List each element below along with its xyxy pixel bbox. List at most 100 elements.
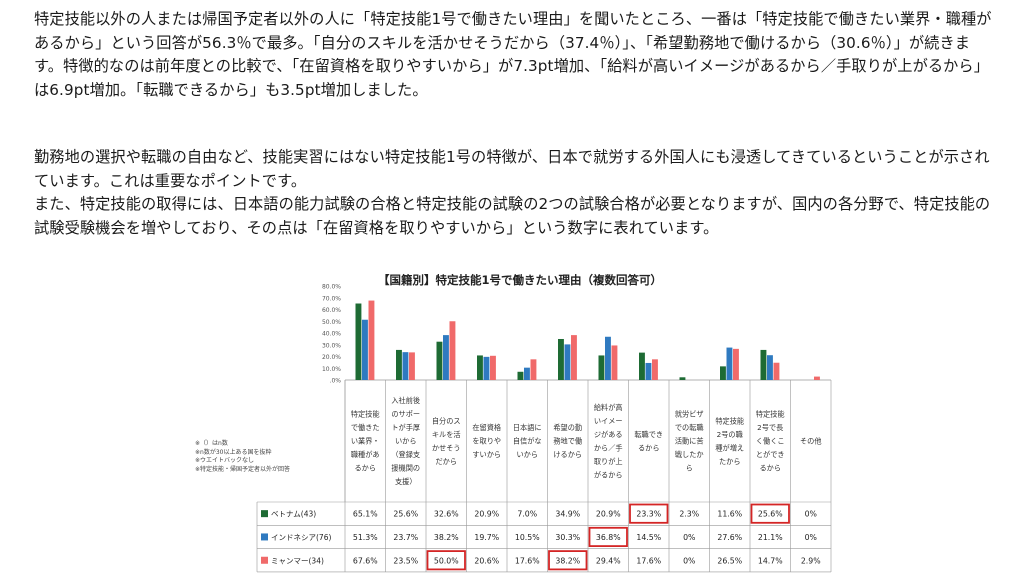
category-label: 取りが上 — [594, 457, 623, 466]
bar — [449, 321, 456, 380]
bar — [726, 347, 733, 380]
bar-chart: 80.0% 70.0% 60.0% 50.0% 40.0% 30.0% 20.0% 10.0%… — [256, 284, 832, 573]
category-label: 支援） — [395, 477, 417, 486]
data-label: 14.5% — [636, 533, 661, 542]
category-label: 希望の勤 — [553, 423, 582, 432]
category-label: で働きた — [351, 423, 380, 432]
highlight-box — [629, 503, 669, 524]
category-label: るから — [638, 443, 660, 452]
category-label: 職種があ — [351, 450, 380, 459]
bar — [477, 355, 483, 380]
bar — [571, 335, 577, 380]
category-label: 特定技能 — [756, 410, 785, 419]
legend-swatch — [261, 510, 268, 518]
bar — [767, 355, 773, 380]
y-tick-label: 40.0% — [322, 331, 341, 338]
data-label: 65.1% — [353, 510, 378, 519]
category-label: がるから — [594, 470, 623, 479]
data-label: 30.3% — [555, 533, 580, 542]
category-label: 在留資格 — [472, 423, 502, 432]
bar — [645, 362, 652, 380]
data-label: 0% — [805, 510, 817, 519]
y-tick-label: 20.0% — [322, 354, 341, 361]
category-label: とができ — [756, 450, 785, 459]
highlight-box — [426, 550, 466, 571]
y-tick-label: 70.0% — [322, 295, 341, 302]
data-label: 0% — [683, 556, 695, 565]
data-label: 11.6% — [717, 510, 742, 519]
bar — [362, 319, 368, 380]
category-label: キルを活 — [432, 430, 461, 439]
category-label: い業界・ — [351, 437, 380, 446]
category-label: その他 — [800, 437, 822, 446]
category-label: 務地で働 — [553, 437, 582, 446]
legend-label: ミャンマー(34) — [271, 556, 324, 565]
data-label: 25.6% — [758, 510, 783, 519]
category-label: のサポー — [391, 410, 420, 419]
category-label: 自信がな — [513, 437, 542, 446]
category-label: 日本語に — [513, 423, 542, 432]
category-label: 入社前後 — [391, 396, 420, 405]
category-label: たから — [719, 457, 741, 466]
data-label: 0% — [805, 533, 817, 542]
data-label: 38.2% — [555, 556, 580, 565]
chart-notes: ※（）はn数 ※n数が30以上ある国を抜粋 ※ウエイトバックなし ※特定技能・帰… — [195, 440, 290, 474]
data-label: 21.1% — [758, 533, 783, 542]
data-label: 23.7% — [393, 533, 418, 542]
note-line: ※（）はn数 — [195, 440, 228, 447]
data-label: 2.3% — [679, 510, 699, 519]
bar — [598, 355, 605, 380]
category-label: いから — [395, 437, 417, 446]
bar — [402, 352, 409, 380]
bar — [483, 356, 490, 380]
data-label: 67.6% — [353, 556, 378, 565]
analysis-line-2: また、特定技能の取得には、日本語の能力試験の合格と特定技能の試験の2つの試験合格… — [34, 195, 991, 237]
highlight-box — [750, 503, 790, 524]
category-label: るから — [759, 464, 781, 473]
data-label: 23.5% — [393, 556, 418, 565]
data-label: 20.9% — [596, 510, 621, 519]
bar — [409, 352, 415, 380]
note-line: ※n数が30以上ある国を抜粋 — [195, 448, 272, 456]
note-line: ※特定技能・帰国予定者以外が回答 — [195, 465, 291, 473]
category-label: トが手厚 — [391, 423, 420, 432]
data-label: 50.0% — [434, 556, 459, 565]
category-label: るから — [354, 464, 376, 473]
data-label: 25.6% — [393, 510, 418, 519]
bar — [355, 303, 362, 380]
y-tick-label: 30.0% — [322, 342, 341, 349]
data-label: 26.5% — [717, 556, 742, 565]
category-label: 特定技能 — [715, 416, 744, 425]
category-label: 2号の職 — [717, 430, 743, 439]
data-label: 10.5% — [515, 533, 540, 542]
bar — [611, 345, 618, 380]
data-label: 36.8% — [596, 533, 621, 542]
data-label: 19.7% — [474, 533, 499, 542]
category-label: く働くこ — [756, 437, 785, 446]
bar — [639, 352, 645, 380]
analysis-line-1: 勤務地の選択や転職の自由など、技能実習にはない特定技能1号の特徴が、日本で就労す… — [34, 148, 990, 190]
y-tick-label: 10.0% — [322, 366, 341, 373]
y-tick-label: 60.0% — [322, 307, 341, 314]
bar — [524, 367, 530, 380]
bar — [436, 341, 443, 380]
bar — [443, 335, 449, 380]
data-label: 14.7% — [758, 556, 783, 565]
category-label: けるから — [553, 450, 582, 459]
highlight-box — [588, 526, 628, 547]
chart-title: 【国籍別】特定技能1号で働きたい理由（複数回答可） — [378, 273, 662, 287]
bar — [760, 349, 767, 380]
category-label: かせそう — [432, 443, 461, 452]
bar — [773, 362, 780, 380]
data-label: 20.6% — [474, 556, 499, 565]
category-label: 2号で長 — [757, 423, 783, 432]
analysis-paragraph: 勤務地の選択や転職の自由など、技能実習にはない特定技能1号の特徴が、日本で就労す… — [34, 146, 994, 240]
category-label: 就労ビザ — [675, 410, 704, 419]
chart-panel: 【国籍別】特定技能1号で働きたい理由（複数回答可） ※（）はn数 ※n数が30以… — [195, 262, 845, 576]
category-label: ら — [686, 464, 693, 473]
y-tick-label: 50.0% — [322, 319, 341, 326]
legend-label: インドネシア(76) — [271, 533, 331, 542]
bar — [558, 338, 564, 380]
data-label: 0% — [683, 533, 695, 542]
category-label: 自分のス — [432, 416, 461, 425]
